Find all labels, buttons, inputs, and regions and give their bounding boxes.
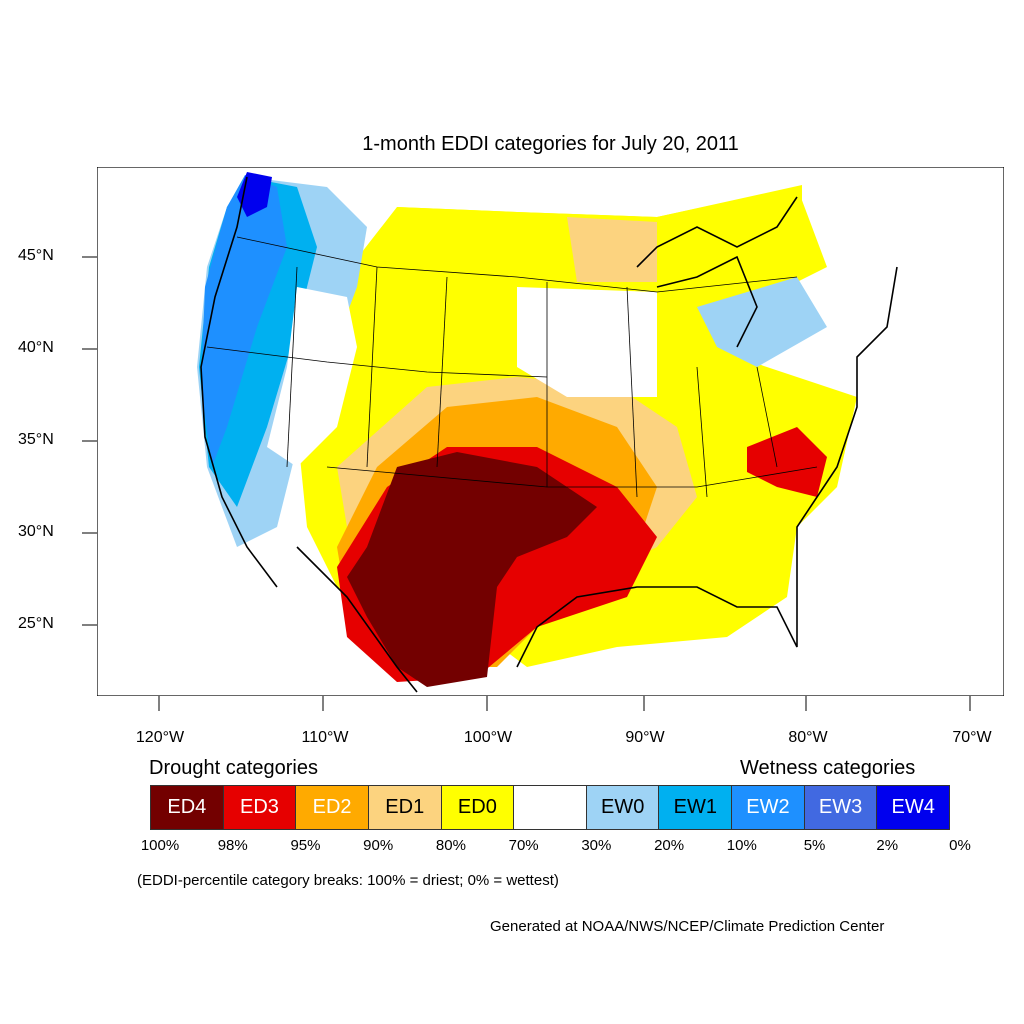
wetness-categories-heading: Wetness categories xyxy=(740,757,916,779)
legend-cell-ew1: EW1 xyxy=(659,786,733,829)
lat-label-45: 45°N xyxy=(18,247,54,264)
percent-label: 5% xyxy=(803,837,826,854)
percent-label: 100% xyxy=(140,837,180,854)
map-title: 1-month EDDI categories for July 20, 201… xyxy=(362,133,739,155)
percent-label: 20% xyxy=(654,837,685,854)
lat-label-35: 35°N xyxy=(18,431,54,448)
lon-label-80: 80°W xyxy=(788,729,828,746)
category-legend: ED4 ED3 ED2 ED1 ED0 EW0 EW1 EW2 EW3 EW4 xyxy=(150,785,950,830)
region-ew0-greatlakes xyxy=(697,277,827,367)
lon-label-70: 70°W xyxy=(952,729,992,746)
percent-label: 80% xyxy=(435,837,466,854)
region-ed1-north xyxy=(567,217,657,282)
percent-label: 10% xyxy=(726,837,757,854)
percent-label: 30% xyxy=(581,837,612,854)
region-ed4-texas xyxy=(347,452,597,687)
percent-label: 90% xyxy=(363,837,394,854)
map-panel xyxy=(97,167,1004,696)
legend-cell-ew4: EW4 xyxy=(877,786,950,829)
lon-label-120: 120°W xyxy=(135,729,185,746)
percent-label: 2% xyxy=(876,837,899,854)
lat-label-30: 30°N xyxy=(18,523,54,540)
percent-label: 70% xyxy=(508,837,539,854)
region-white-midwest xyxy=(517,287,657,397)
legend-cell-ew2: EW2 xyxy=(732,786,805,829)
region-ed3-carolinas xyxy=(747,427,827,497)
legend-cell-neutral xyxy=(514,786,587,829)
percent-label: 98% xyxy=(217,837,248,854)
legend-cell-ew0: EW0 xyxy=(586,786,660,829)
region-ew2-west xyxy=(201,175,287,467)
lat-label-40: 40°N xyxy=(18,339,54,356)
legend-cell-ew3: EW3 xyxy=(804,786,878,829)
lon-label-110: 110°W xyxy=(301,729,349,746)
lon-label-90: 90°W xyxy=(625,729,665,746)
legend-cell-ed2: ED2 xyxy=(296,786,369,829)
percent-label: 0% xyxy=(949,837,971,854)
legend-cell-ed4: ED4 xyxy=(151,786,224,829)
legend-cell-ed3: ED3 xyxy=(223,786,297,829)
state-boundaries xyxy=(206,236,818,498)
legend-cell-ed0: ED0 xyxy=(441,786,515,829)
percent-label: 95% xyxy=(290,837,321,854)
coastlines xyxy=(200,176,898,693)
lon-label-100: 100°W xyxy=(463,729,513,746)
legend-cell-ed1: ED1 xyxy=(368,786,442,829)
category-note: (EDDI-percentile category breaks: 100% =… xyxy=(137,872,559,889)
lat-label-25: 25°N xyxy=(18,615,54,632)
credit-line: Generated at NOAA/NWS/NCEP/Climate Predi… xyxy=(490,918,885,935)
drought-categories-heading: Drought categories xyxy=(149,757,318,779)
